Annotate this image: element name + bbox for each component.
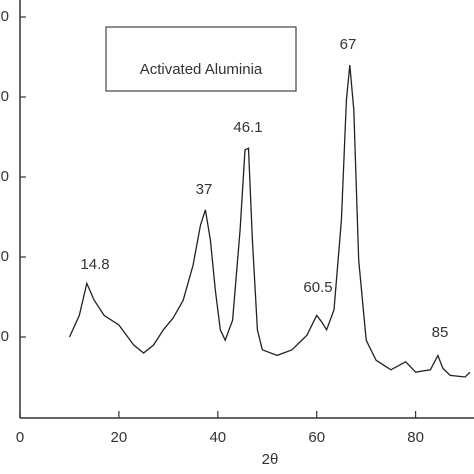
peak-label: 46.1 xyxy=(233,119,262,136)
legend-text: Activated Aluminia xyxy=(140,61,263,78)
x-tick-label: 60 xyxy=(308,429,325,446)
peak-label: 67 xyxy=(340,36,357,53)
peak-label: 14.8 xyxy=(80,256,109,273)
x-tick-label: 20 xyxy=(111,429,128,446)
xrd-line xyxy=(68,64,471,378)
y-tick-label: 0 xyxy=(1,168,9,185)
y-tick-label: 0 xyxy=(1,8,9,25)
y-tick-label: 0 xyxy=(1,88,9,105)
y-tick-label: 0 xyxy=(1,248,9,265)
peak-label: 85 xyxy=(432,324,449,341)
y-tick-label: 0 xyxy=(1,328,9,345)
x-tick-label: 0 xyxy=(16,429,24,446)
peak-label: 37 xyxy=(196,181,213,198)
x-tick-label: 80 xyxy=(407,429,424,446)
peak-label: 60.5 xyxy=(303,279,332,296)
legend-box xyxy=(105,26,297,92)
x-axis-label: 2θ xyxy=(262,451,279,468)
x-tick-label: 40 xyxy=(209,429,226,446)
